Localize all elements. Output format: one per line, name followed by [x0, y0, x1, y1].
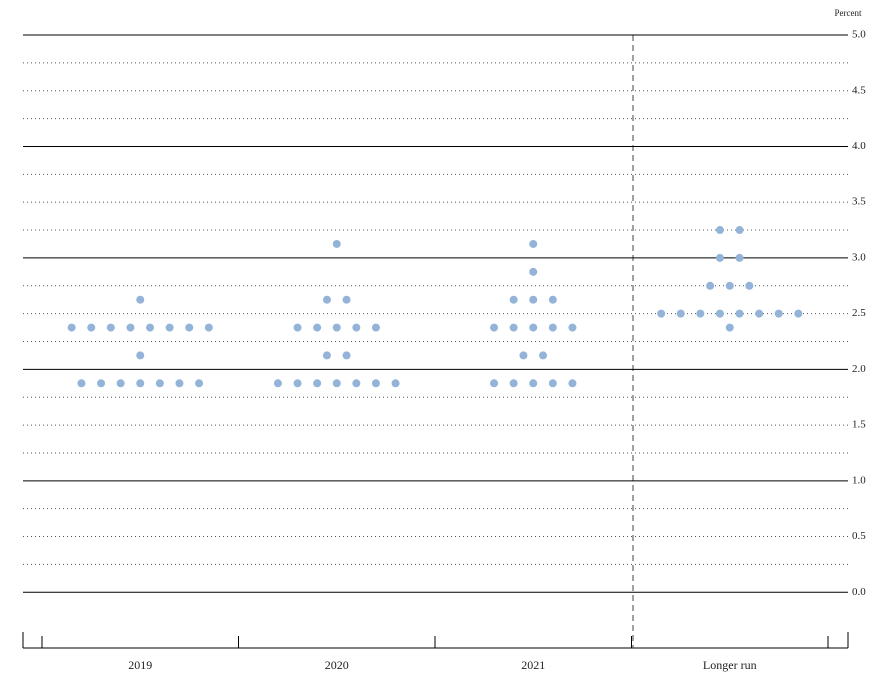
- dot: [87, 323, 96, 332]
- dot: [332, 379, 341, 388]
- dot: [715, 253, 724, 262]
- dot: [185, 323, 194, 332]
- x-tick-label: 2019: [128, 658, 152, 672]
- dot: [715, 226, 724, 235]
- x-tick-label: 2020: [325, 658, 349, 672]
- dot: [725, 281, 734, 290]
- dot: [106, 323, 115, 332]
- dot: [313, 379, 322, 388]
- dot: [126, 323, 135, 332]
- dot: [322, 295, 331, 304]
- dot: [529, 379, 538, 388]
- dot: [509, 295, 518, 304]
- dot: [332, 239, 341, 248]
- dot: [548, 323, 557, 332]
- dot: [755, 309, 764, 318]
- x-tick-label: 2021: [521, 658, 545, 672]
- y-tick-label: 1.0: [852, 474, 866, 486]
- dot: [116, 379, 125, 388]
- dot: [155, 379, 164, 388]
- dot: [735, 226, 744, 235]
- dot: [529, 239, 538, 248]
- dot: [342, 351, 351, 360]
- dot: [794, 309, 803, 318]
- dot: [735, 309, 744, 318]
- dot: [676, 309, 685, 318]
- dot: [371, 379, 380, 388]
- dot: [273, 379, 282, 388]
- dot: [322, 351, 331, 360]
- x-tick-label: Longer run: [703, 658, 757, 672]
- dot: [352, 379, 361, 388]
- dot: [371, 323, 380, 332]
- dot: [519, 351, 528, 360]
- y-tick-label: 2.5: [852, 307, 866, 319]
- dot: [548, 295, 557, 304]
- y-axis-label: Percent: [835, 8, 862, 18]
- dot: [529, 323, 538, 332]
- dot: [204, 323, 213, 332]
- dot: [342, 295, 351, 304]
- dot: [568, 379, 577, 388]
- y-tick-label: 1.5: [852, 419, 866, 431]
- dot: [332, 323, 341, 332]
- dot: [509, 323, 518, 332]
- dot: [509, 379, 518, 388]
- dot: [136, 379, 145, 388]
- y-tick-label: 0.5: [852, 530, 866, 542]
- dot: [352, 323, 361, 332]
- dot: [548, 379, 557, 388]
- dot: [725, 323, 734, 332]
- dot: [136, 351, 145, 360]
- y-tick-label: 4.5: [852, 84, 866, 96]
- dot: [735, 253, 744, 262]
- dot: [77, 379, 86, 388]
- dot: [529, 267, 538, 276]
- dot: [67, 323, 76, 332]
- dot: [146, 323, 155, 332]
- y-tick-label: 2.0: [852, 363, 866, 375]
- dot: [136, 295, 145, 304]
- dot: [745, 281, 754, 290]
- dot: [293, 379, 302, 388]
- dot: [391, 379, 400, 388]
- dot: [774, 309, 783, 318]
- y-tick-label: 3.0: [852, 251, 866, 263]
- dot: [313, 323, 322, 332]
- y-tick-label: 0.0: [852, 586, 866, 598]
- dot: [175, 379, 184, 388]
- dot: [195, 379, 204, 388]
- y-tick-label: 4.0: [852, 140, 866, 152]
- dot: [696, 309, 705, 318]
- dot: [529, 295, 538, 304]
- dot: [165, 323, 174, 332]
- dot: [490, 379, 499, 388]
- dot: [490, 323, 499, 332]
- dot: [293, 323, 302, 332]
- dot: [539, 351, 548, 360]
- y-tick-label: 3.5: [852, 196, 866, 208]
- dot: [568, 323, 577, 332]
- dot: [715, 309, 724, 318]
- dot: [706, 281, 715, 290]
- dot: [657, 309, 666, 318]
- y-tick-label: 5.0: [852, 29, 866, 41]
- dot: [97, 379, 106, 388]
